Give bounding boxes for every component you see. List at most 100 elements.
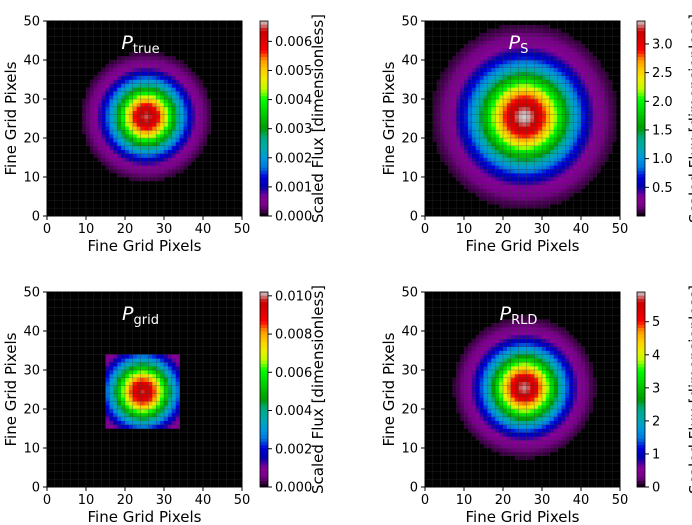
heatmap-cell [526, 362, 531, 367]
heatmap-cell [448, 114, 453, 119]
colorbar-segment [260, 160, 268, 165]
heatmap-cell [596, 169, 601, 174]
heatmap-cell [495, 63, 500, 69]
heatmap-cell [140, 63, 145, 69]
heatmap-cell [444, 91, 449, 96]
colorbar-tick-label: 0.004 [275, 404, 312, 419]
heatmap-cell [506, 327, 512, 332]
heatmap-cell [545, 165, 551, 170]
heatmap-cell [183, 153, 188, 158]
heatmap-cell [553, 448, 558, 453]
heatmap-cell [164, 381, 169, 386]
heatmap-cell [109, 409, 114, 414]
heatmap-cell [542, 366, 547, 371]
heatmap-cell [121, 169, 126, 174]
heatmap-cell [557, 102, 562, 108]
heatmap-cell [581, 405, 586, 410]
heatmap-cell [569, 153, 574, 158]
heatmap-cell [577, 153, 582, 158]
heatmap-cell [526, 436, 531, 441]
heatmap-cell [557, 327, 562, 332]
heatmap-cell [491, 444, 496, 449]
heatmap-cell [487, 87, 492, 92]
heatmap-cell [530, 32, 535, 37]
heatmap-cell [596, 118, 601, 123]
y-tick-label: 0 [32, 210, 40, 225]
heatmap-cell [557, 440, 562, 445]
heatmap-cell [121, 60, 126, 65]
heatmap-cell [565, 338, 570, 343]
heatmap-cell [113, 75, 118, 80]
heatmap-cell [448, 110, 453, 115]
heatmap-cell [530, 393, 535, 398]
heatmap-cell [577, 377, 582, 382]
heatmap-cell [499, 28, 504, 33]
heatmap-cell [460, 138, 465, 143]
heatmap-cell [549, 32, 554, 37]
heatmap-cell [491, 416, 496, 421]
heatmap-cell [499, 138, 504, 143]
heatmap-cell [148, 401, 153, 406]
heatmap-cell [538, 188, 543, 193]
heatmap-cell [503, 200, 508, 205]
heatmap-cell [89, 102, 95, 108]
heatmap-cell [569, 362, 574, 367]
heatmap-cell [596, 134, 601, 139]
heatmap-cell [534, 354, 539, 359]
heatmap-cell [503, 192, 508, 197]
y-axis-label: Fine Grid Pixels [380, 332, 398, 446]
heatmap-cell [573, 48, 578, 53]
heatmap-cell [117, 157, 122, 162]
heatmap-cell [577, 358, 582, 363]
heatmap-cell [113, 141, 118, 147]
heatmap-cell [503, 424, 508, 429]
heatmap-cell [612, 126, 617, 131]
heatmap-cell [526, 451, 531, 457]
heatmap-cell [105, 416, 110, 421]
heatmap-cell [164, 157, 169, 162]
heatmap-cell [503, 99, 508, 104]
heatmap-cell [510, 327, 515, 332]
colorbar-segment [637, 56, 645, 61]
heatmap-cell [545, 63, 551, 69]
heatmap-cell [549, 102, 554, 108]
heatmap-cell [93, 106, 98, 111]
heatmap-cell [573, 405, 578, 410]
heatmap-cell [510, 126, 515, 131]
heatmap-cell [136, 145, 141, 150]
heatmap-cell [534, 204, 539, 209]
heatmap-cell [545, 44, 551, 49]
y-tick-label: 10 [23, 171, 40, 186]
heatmap-cell [175, 412, 180, 418]
heatmap-cell [491, 358, 496, 363]
heatmap-cell [518, 48, 523, 53]
heatmap-cell [456, 134, 461, 139]
heatmap-cell [136, 373, 141, 379]
colorbar-segment [260, 386, 268, 390]
colorbar-segment [637, 298, 645, 303]
heatmap-cell [460, 95, 465, 100]
heatmap-cell [569, 138, 574, 143]
heatmap-cell [510, 130, 515, 135]
heatmap-cell [557, 48, 562, 53]
heatmap-cell [479, 401, 484, 406]
heatmap-cell [561, 87, 566, 92]
heatmap-cell [565, 79, 570, 84]
heatmap-cell [565, 393, 570, 398]
heatmap-cell [82, 99, 87, 104]
heatmap-cell [557, 409, 562, 414]
heatmap-cell [195, 141, 200, 147]
heatmap-cell [569, 52, 574, 57]
heatmap-cell [109, 122, 114, 127]
heatmap-cell [530, 350, 535, 355]
heatmap-cell [471, 138, 476, 143]
heatmap-cell [506, 342, 512, 347]
colorbar-segment [260, 435, 268, 439]
heatmap-cell [89, 95, 95, 100]
heatmap-cell [117, 56, 122, 61]
heatmap-cell [125, 412, 130, 418]
heatmap-cell [530, 373, 535, 379]
heatmap-cell [109, 412, 114, 418]
heatmap-cell [553, 354, 558, 359]
heatmap-cell [471, 106, 476, 111]
